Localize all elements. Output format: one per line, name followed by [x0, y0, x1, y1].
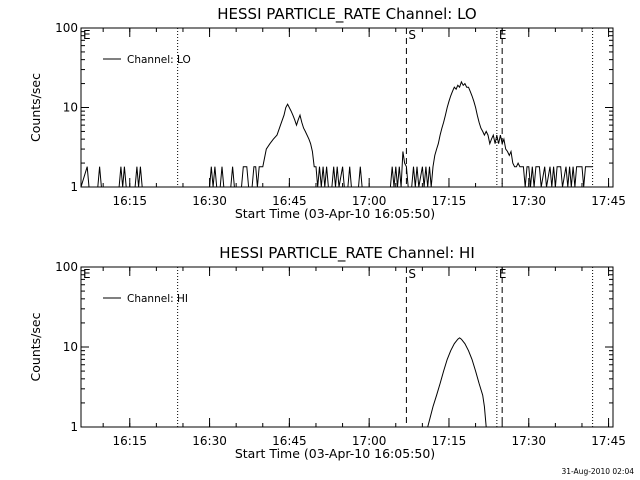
marker-label: E [83, 267, 91, 281]
x-tick-label: 16:15 [112, 434, 147, 448]
x-tick-label: 17:45 [591, 434, 626, 448]
x-tick-label: 16:15 [112, 194, 147, 208]
legend-label: Channel: HI [127, 293, 188, 305]
y-tick-label: 100 [55, 260, 78, 274]
y-axis-label: Counts/sec [28, 73, 43, 142]
x-tick-label: 17:30 [511, 434, 546, 448]
marker-label: E [83, 28, 91, 42]
y-axis-label: Counts/sec [28, 312, 43, 381]
y-tick-label: 1 [70, 180, 78, 194]
y-tick-label: 1 [70, 420, 78, 434]
marker-label: S [408, 28, 416, 42]
x-axis-label: Start Time (03-Apr-10 16:05:50) [235, 446, 435, 461]
x-tick-label: 17:00 [352, 434, 387, 448]
plot-frame [80, 27, 614, 188]
marker-label: E [499, 267, 507, 281]
marker-label: S [408, 267, 416, 281]
plot-frame [80, 266, 614, 428]
x-tick-label: 17:15 [432, 434, 467, 448]
x-tick-label: 16:45 [272, 194, 307, 208]
chart-title: HESSI PARTICLE_RATE Channel: LO [217, 5, 476, 24]
timestamp-footer: 31-Aug-2010 02:04 [561, 467, 634, 476]
x-tick-label: 16:30 [192, 434, 227, 448]
panel-hi-channel: HESSI PARTICLE_RATE Channel: HI E S E 1 10 100… [28, 244, 626, 461]
x-tick-label: 17:15 [432, 194, 467, 208]
x-tick-label: 17:00 [352, 194, 387, 208]
x-tick-label: 17:30 [511, 194, 546, 208]
x-tick-label: 16:30 [192, 194, 227, 208]
panel-lo-channel: HESSI PARTICLE_RATE Channel: LO E S E 1 10 100… [28, 5, 626, 221]
x-tick-label: 17:45 [591, 194, 626, 208]
marker-label: E [499, 28, 507, 42]
series-line [427, 337, 487, 428]
chart-title: HESSI PARTICLE_RATE Channel: HI [219, 244, 475, 263]
y-tick-label: 10 [63, 101, 78, 115]
x-axis-label: Start Time (03-Apr-10 16:05:50) [235, 206, 435, 221]
y-tick-label: 10 [63, 340, 78, 354]
y-tick-label: 100 [55, 21, 78, 35]
x-tick-label: 16:45 [272, 434, 307, 448]
series-line [80, 80, 593, 188]
legend-label: Channel: LO [127, 54, 191, 66]
